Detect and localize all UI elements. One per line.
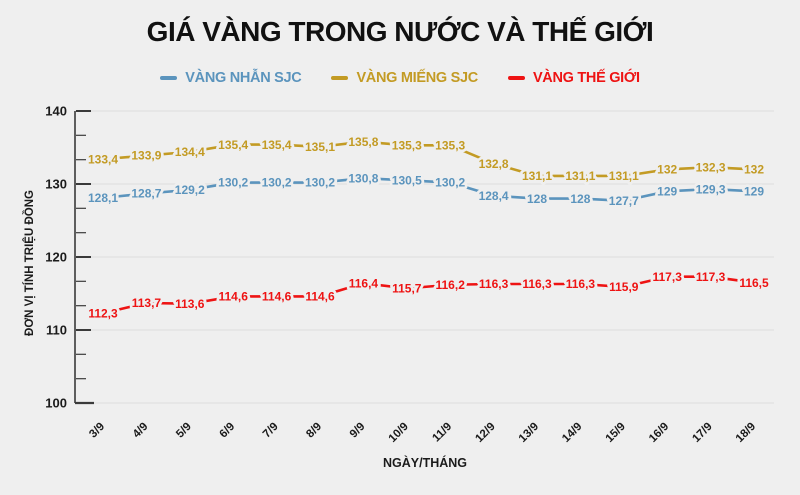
svg-text:135,3: 135,3 — [435, 139, 465, 153]
svg-text:9/9: 9/9 — [348, 421, 368, 441]
legend-label: VÀNG MIẾNG SJC — [356, 70, 478, 86]
svg-text:13/9: 13/9 — [517, 421, 541, 445]
series-line-1 — [101, 140, 756, 178]
svg-text:115,7: 115,7 — [392, 282, 422, 296]
svg-text:16/9: 16/9 — [647, 421, 671, 445]
svg-text:131,1: 131,1 — [565, 169, 595, 183]
svg-text:129: 129 — [657, 185, 677, 199]
legend-dash-icon — [331, 75, 349, 81]
svg-text:15/9: 15/9 — [604, 421, 628, 445]
svg-text:115,9: 115,9 — [609, 280, 639, 294]
y-axis — [74, 110, 94, 405]
svg-text:140: 140 — [45, 104, 67, 119]
svg-text:112,3: 112,3 — [88, 306, 118, 320]
chart-title: GIÁ VÀNG TRONG NƯỚC VÀ THẾ GIỚI — [146, 16, 654, 47]
svg-text:134,4: 134,4 — [175, 145, 205, 159]
svg-text:114,6: 114,6 — [305, 290, 335, 304]
svg-text:4/9: 4/9 — [131, 421, 151, 441]
svg-text:135,1: 135,1 — [305, 140, 335, 154]
svg-text:129,3: 129,3 — [696, 182, 726, 196]
series-line-0 — [101, 176, 756, 203]
svg-text:8/9: 8/9 — [304, 421, 324, 441]
svg-text:130: 130 — [45, 177, 67, 192]
legend-item-0: VÀNG NHẪN SJC — [160, 70, 302, 86]
svg-text:130,2: 130,2 — [435, 176, 465, 190]
svg-text:114,6: 114,6 — [262, 290, 292, 304]
svg-text:18/9: 18/9 — [734, 421, 758, 445]
svg-text:116,3: 116,3 — [522, 277, 552, 291]
svg-text:100: 100 — [45, 396, 67, 411]
svg-text:130,2: 130,2 — [305, 176, 335, 190]
svg-text:133,9: 133,9 — [131, 149, 161, 163]
svg-text:6/9: 6/9 — [218, 421, 238, 441]
svg-text:117,3: 117,3 — [696, 270, 726, 284]
svg-text:128: 128 — [527, 192, 547, 206]
svg-text:135,4: 135,4 — [218, 138, 248, 152]
svg-text:130,2: 130,2 — [218, 176, 248, 190]
legend-label: VÀNG THẾ GIỚI — [532, 70, 640, 86]
svg-text:17/9: 17/9 — [690, 421, 714, 445]
svg-text:110: 110 — [46, 323, 67, 338]
svg-text:116,2: 116,2 — [436, 278, 466, 292]
svg-text:116,4: 116,4 — [349, 276, 379, 290]
svg-text:128: 128 — [570, 192, 590, 206]
svg-text:131,1: 131,1 — [609, 169, 639, 183]
svg-text:133,4: 133,4 — [88, 152, 118, 166]
svg-text:116,3: 116,3 — [566, 277, 596, 291]
svg-text:130,8: 130,8 — [348, 171, 378, 185]
svg-text:135,8: 135,8 — [348, 135, 378, 149]
svg-text:132: 132 — [744, 163, 764, 177]
legend-dash-icon — [507, 75, 525, 81]
legend-label: VÀNG NHẪN SJC — [185, 70, 302, 86]
svg-text:128,7: 128,7 — [131, 187, 161, 201]
svg-text:129: 129 — [744, 185, 764, 199]
svg-text:7/9: 7/9 — [261, 421, 281, 441]
y-axis-title: ĐƠN VỊ TÍNH TRIỆU ĐỒNG — [24, 190, 36, 336]
legend-item-2: VÀNG THẾ GIỚI — [507, 70, 640, 86]
svg-text:113,7: 113,7 — [132, 296, 162, 310]
x-axis-title: NGÀY/THÁNG — [382, 456, 468, 470]
svg-text:114,6: 114,6 — [219, 290, 249, 304]
y-tick-labels: 100 110 120 130 140 — [45, 104, 67, 411]
series-line-2 — [101, 275, 756, 315]
svg-text:132: 132 — [657, 163, 677, 177]
gridlines — [75, 110, 774, 404]
svg-text:132,3: 132,3 — [696, 160, 726, 174]
svg-text:14/9: 14/9 — [560, 421, 584, 445]
svg-text:12/9: 12/9 — [473, 421, 497, 445]
series-labels-0: 128,1 128,7 129,2 130,2 130,2 130,2 130,8 130,5… — [85, 169, 767, 211]
legend-dash-icon — [160, 75, 178, 81]
svg-text:117,3: 117,3 — [653, 270, 683, 284]
svg-text:116,3: 116,3 — [479, 277, 509, 291]
svg-text:131,1: 131,1 — [522, 169, 552, 183]
svg-text:127,7: 127,7 — [609, 194, 639, 208]
svg-text:132,8: 132,8 — [479, 157, 509, 171]
series-labels-1: 133,4 133,9 134,4 135,4 135,4 135,1 135,8 135,3… — [85, 132, 767, 186]
svg-text:130,2: 130,2 — [262, 176, 292, 190]
svg-text:128,1: 128,1 — [88, 191, 118, 205]
svg-text:128,4: 128,4 — [479, 189, 509, 203]
svg-text:10/9: 10/9 — [387, 421, 411, 445]
series-labels-2: 112,3 113,7 113,6 114,6 114,6 114,6 116,4 115,7… — [86, 267, 772, 323]
svg-text:116,5: 116,5 — [739, 276, 769, 290]
svg-text:120: 120 — [45, 250, 67, 265]
svg-text:135,3: 135,3 — [392, 139, 422, 153]
svg-text:129,2: 129,2 — [175, 183, 205, 197]
svg-text:11/9: 11/9 — [430, 421, 454, 445]
svg-text:3/9: 3/9 — [87, 421, 107, 441]
svg-text:130,5: 130,5 — [392, 174, 422, 188]
x-tick-labels: 3/9 4/9 5/9 6/9 7/9 8/9 9/9 10/9 11/9 12/9 13/9 14/… — [87, 421, 758, 445]
svg-text:5/9: 5/9 — [174, 421, 194, 441]
legend: VÀNG NHẪN SJC VÀNG MIẾNG SJC VÀNG THẾ GIỚI — [0, 70, 800, 86]
svg-text:135,4: 135,4 — [262, 138, 292, 152]
svg-text:113,6: 113,6 — [175, 297, 205, 311]
legend-item-1: VÀNG MIẾNG SJC — [331, 70, 478, 86]
